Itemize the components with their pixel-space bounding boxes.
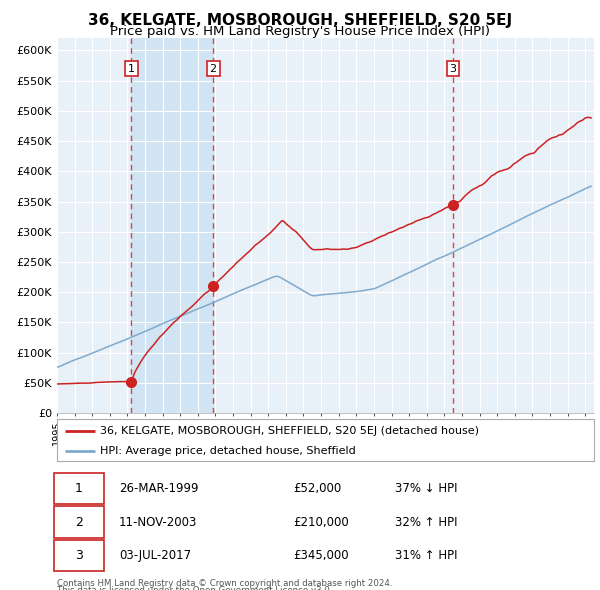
Text: 37% ↓ HPI: 37% ↓ HPI [395,482,458,495]
Text: 1: 1 [128,64,135,74]
Text: 2: 2 [209,64,217,74]
Text: £52,000: £52,000 [293,482,341,495]
Text: 3: 3 [75,549,83,562]
Text: 3: 3 [449,64,457,74]
Text: Price paid vs. HM Land Registry's House Price Index (HPI): Price paid vs. HM Land Registry's House … [110,25,490,38]
Text: 36, KELGATE, MOSBOROUGH, SHEFFIELD, S20 5EJ (detached house): 36, KELGATE, MOSBOROUGH, SHEFFIELD, S20 … [100,426,479,436]
FancyBboxPatch shape [55,506,104,538]
Text: 36, KELGATE, MOSBOROUGH, SHEFFIELD, S20 5EJ: 36, KELGATE, MOSBOROUGH, SHEFFIELD, S20 … [88,13,512,28]
Text: 2: 2 [75,516,83,529]
Text: 26-MAR-1999: 26-MAR-1999 [119,482,198,495]
Text: 32% ↑ HPI: 32% ↑ HPI [395,516,458,529]
Bar [131,38,213,413]
Text: 11-NOV-2003: 11-NOV-2003 [119,516,197,529]
Text: 03-JUL-2017: 03-JUL-2017 [119,549,191,562]
Text: Contains HM Land Registry data © Crown copyright and database right 2024.: Contains HM Land Registry data © Crown c… [57,579,392,588]
FancyBboxPatch shape [55,473,104,504]
Text: £210,000: £210,000 [293,516,349,529]
Text: This data is licensed under the Open Government Licence v3.0.: This data is licensed under the Open Gov… [57,586,332,590]
Text: HPI: Average price, detached house, Sheffield: HPI: Average price, detached house, Shef… [100,446,356,455]
Text: 31% ↑ HPI: 31% ↑ HPI [395,549,458,562]
Text: 1: 1 [75,482,83,495]
Text: £345,000: £345,000 [293,549,349,562]
FancyBboxPatch shape [55,540,104,572]
